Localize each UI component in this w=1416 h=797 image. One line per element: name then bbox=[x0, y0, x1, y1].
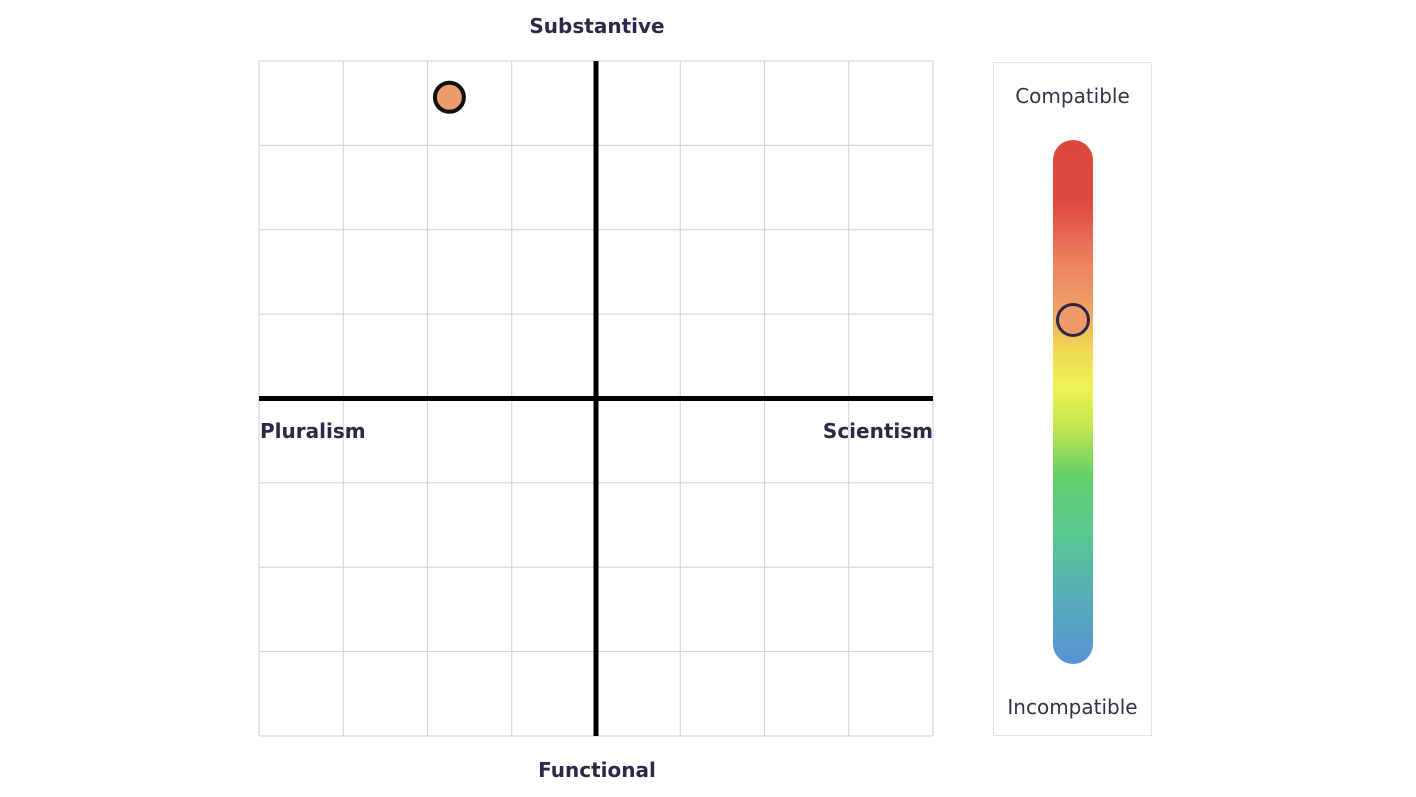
data-points bbox=[432, 80, 466, 114]
axis-label-top: Substantive bbox=[529, 14, 665, 38]
axis-label-bottom: Functional bbox=[538, 758, 656, 782]
scale-label-bottom: Incompatible bbox=[1007, 695, 1138, 719]
compatibility-gradient-bar bbox=[1053, 140, 1093, 664]
data-point bbox=[432, 80, 466, 114]
scale-label-top: Compatible bbox=[1015, 84, 1130, 108]
compatibility-scale-panel: Compatible Incompatible bbox=[993, 62, 1152, 736]
compatibility-marker bbox=[1056, 302, 1090, 337]
axis-label-right: Scientism bbox=[822, 419, 933, 443]
axis-label-left: Pluralism bbox=[260, 419, 366, 443]
axes bbox=[259, 61, 933, 736]
